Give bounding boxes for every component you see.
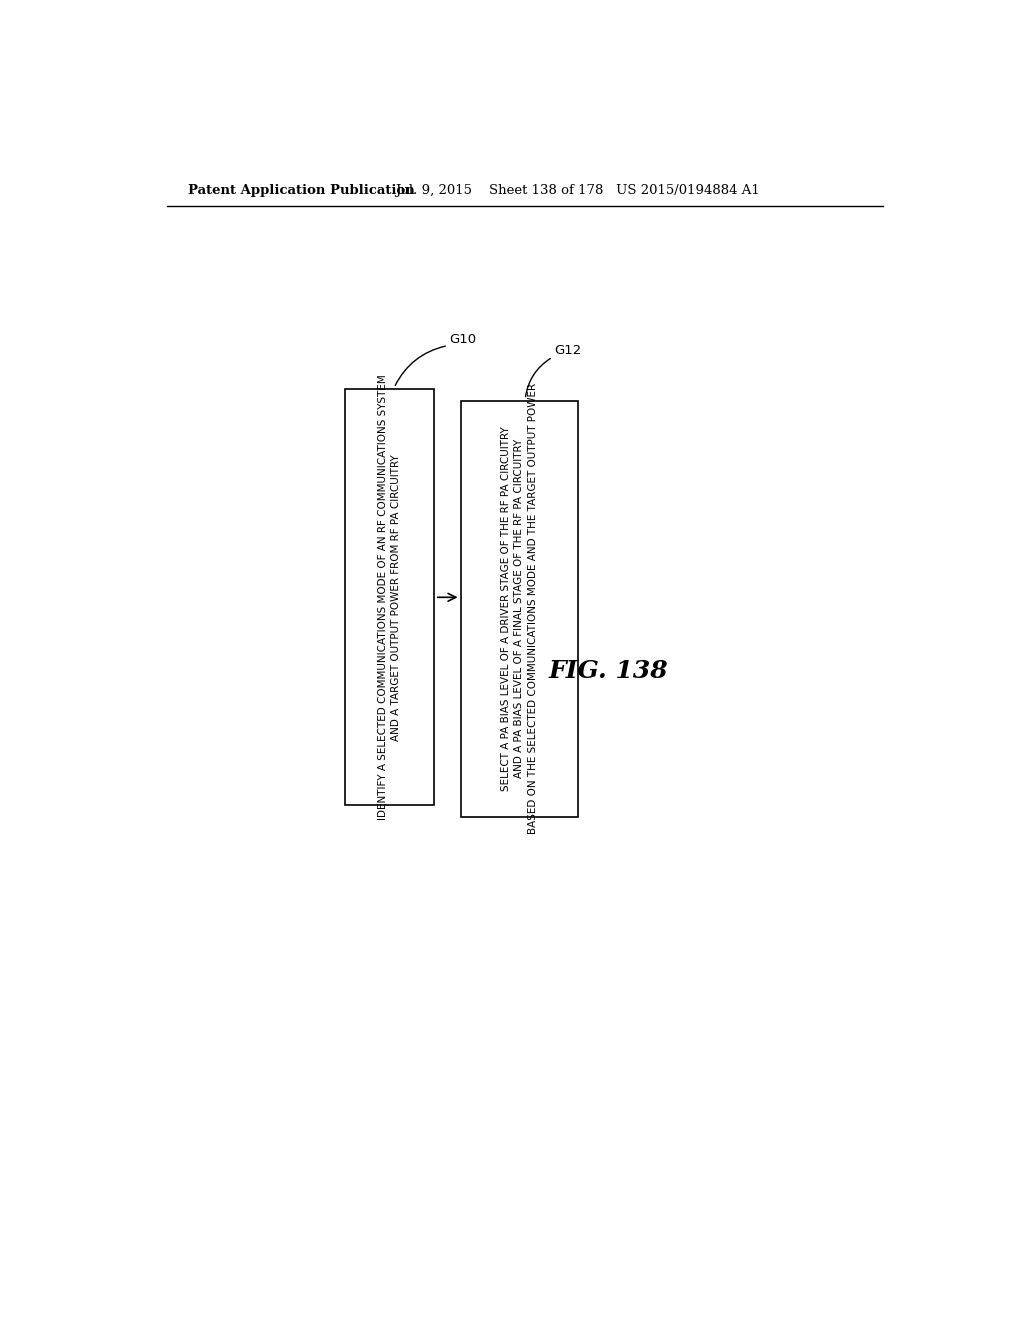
Text: G10: G10 (450, 333, 477, 346)
Text: SELECT A PA BIAS LEVEL OF A DRIVER STAGE OF THE RF PA CIRCUITRY
AND A PA BIAS LE: SELECT A PA BIAS LEVEL OF A DRIVER STAGE… (501, 383, 538, 834)
Text: Jul. 9, 2015    Sheet 138 of 178   US 2015/0194884 A1: Jul. 9, 2015 Sheet 138 of 178 US 2015/01… (395, 185, 760, 197)
Text: Patent Application Publication: Patent Application Publication (188, 185, 415, 197)
Text: G12: G12 (554, 345, 582, 358)
Text: IDENTIFY A SELECTED COMMUNICATIONS MODE OF AN RF COMMUNICATIONS SYSTEM
AND A TAR: IDENTIFY A SELECTED COMMUNICATIONS MODE … (378, 375, 401, 820)
Text: FIG. 138: FIG. 138 (549, 659, 669, 684)
Bar (345, 389, 434, 805)
Bar (461, 401, 578, 817)
